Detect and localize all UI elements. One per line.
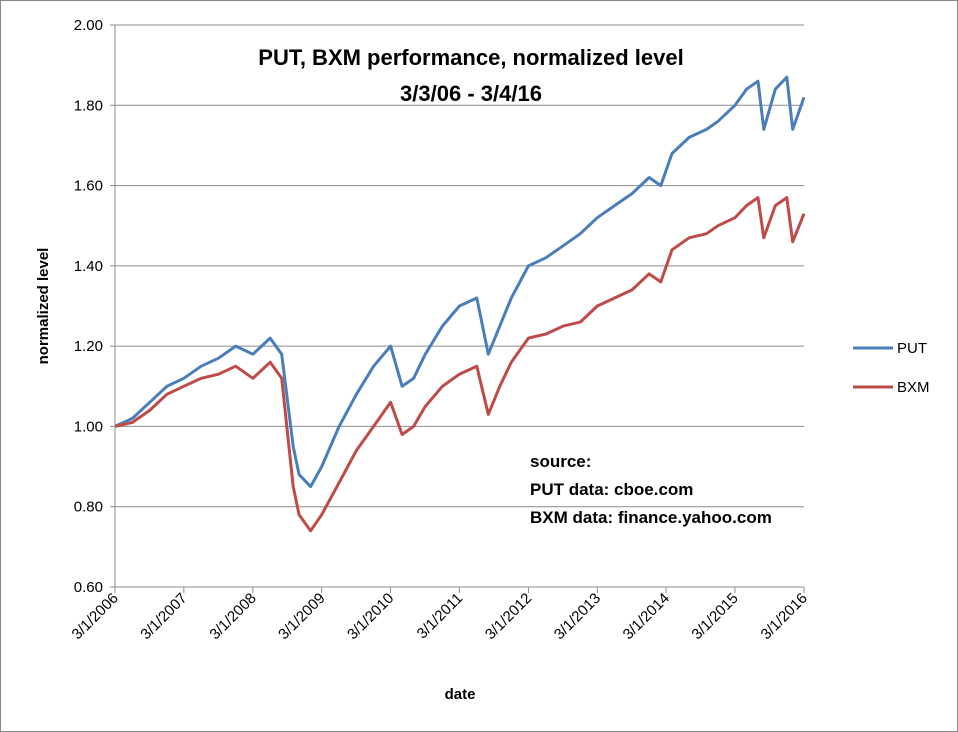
series-line-bxm bbox=[114, 196, 806, 533]
x-tick-label: 3/1/2008 bbox=[206, 590, 259, 643]
x-tick-label: 3/1/2015 bbox=[688, 590, 741, 643]
y-tick-label: 2.00 bbox=[74, 17, 103, 34]
x-axis-ticks: 3/1/2006 3/1/2007 3/1/2008 3/1/2009 3/1/2010… bbox=[69, 587, 811, 643]
source-annotation: source: PUT data: cboe.com BXM data: fin… bbox=[530, 452, 772, 527]
y-tick-label: 1.80 bbox=[74, 97, 103, 114]
y-axis-title: normalized level bbox=[35, 248, 52, 365]
x-tick-label: 3/1/2012 bbox=[482, 590, 535, 643]
x-tick-label: 3/1/2013 bbox=[551, 590, 604, 643]
y-axis-ticks: 0.60 0.80 1.00 1.20 1.40 1.60 1.80 2.00 bbox=[74, 17, 115, 596]
series-lines bbox=[114, 75, 806, 533]
x-tick-label: 3/1/2016 bbox=[758, 590, 811, 643]
x-tick-label: 3/1/2006 bbox=[69, 590, 122, 643]
chart-subtitle: 3/3/06 - 3/4/16 bbox=[400, 81, 542, 106]
series-line-put bbox=[114, 75, 806, 489]
x-tick-label: 3/1/2010 bbox=[344, 590, 397, 643]
y-tick-label: 1.40 bbox=[74, 258, 103, 275]
x-tick-label: 3/1/2009 bbox=[275, 590, 328, 643]
annotation-line-1: source: bbox=[530, 452, 591, 471]
y-tick-label: 1.20 bbox=[74, 338, 103, 355]
gridlines bbox=[115, 24, 804, 508]
legend-label-put: PUT bbox=[897, 340, 927, 357]
legend: PUT BXM bbox=[853, 340, 930, 396]
x-tick-label: 3/1/2014 bbox=[620, 590, 673, 643]
annotation-line-3: BXM data: finance.yahoo.com bbox=[530, 508, 772, 527]
annotation-line-2: PUT data: cboe.com bbox=[530, 480, 693, 499]
y-tick-label: 0.80 bbox=[74, 499, 103, 516]
y-tick-label: 1.00 bbox=[74, 418, 103, 435]
y-tick-label: 1.60 bbox=[74, 178, 103, 195]
legend-label-bxm: BXM bbox=[897, 379, 930, 396]
chart-title: PUT, BXM performance, normalized level bbox=[258, 45, 683, 70]
x-tick-label: 3/1/2007 bbox=[137, 590, 190, 643]
x-axis-title: date bbox=[445, 686, 476, 703]
y-tick-label: 0.60 bbox=[74, 579, 103, 596]
x-tick-label: 3/1/2011 bbox=[414, 590, 467, 643]
